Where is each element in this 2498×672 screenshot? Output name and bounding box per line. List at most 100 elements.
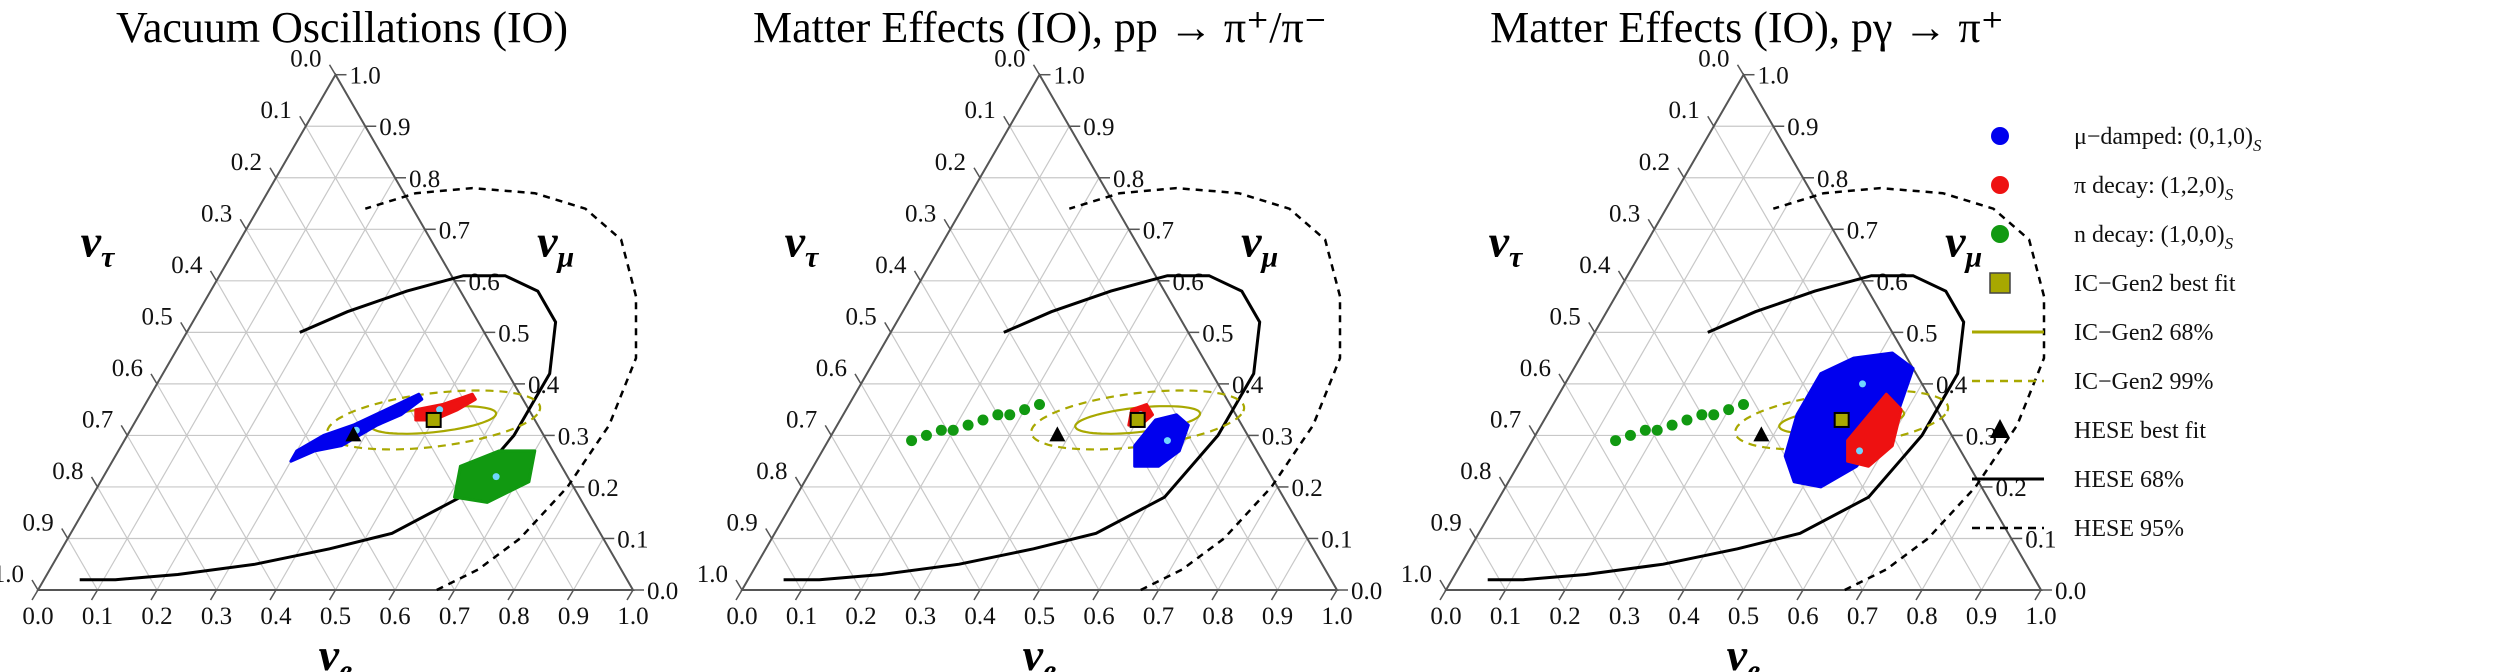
tick-label-tau: 0.1 bbox=[261, 97, 292, 124]
region-n-decay-point bbox=[1666, 419, 1678, 431]
grid-line-e bbox=[513, 486, 575, 591]
axis-label-e: νe bbox=[1727, 629, 1761, 672]
tick-mark-tau bbox=[884, 321, 892, 333]
legend-item-hese_best: HESE best fit bbox=[1990, 418, 2206, 444]
axis-label-mu-sub: μ bbox=[1964, 241, 1983, 274]
tick-mark-tau bbox=[328, 64, 337, 76]
tick-label-tau: 0.6 bbox=[816, 355, 847, 382]
tick-label-mu: 0.7 bbox=[439, 217, 470, 244]
panel-title: Matter Effects (IO), pp → π⁺/π⁻ bbox=[753, 3, 1327, 52]
grid-line-tau bbox=[1475, 538, 1507, 591]
legend-label: π decay: (1,2,0)S bbox=[2074, 173, 2234, 204]
legend-label: HESE best fit bbox=[2074, 418, 2206, 444]
tick-mark-tau bbox=[1707, 115, 1715, 127]
tick-mark-e bbox=[854, 589, 862, 601]
legend-label: IC−Gen2 best fit bbox=[2074, 271, 2236, 297]
tick-label-e: 0.4 bbox=[1668, 603, 1700, 630]
grid-line-tau bbox=[1534, 435, 1626, 591]
tick-label-tau: 0.4 bbox=[1579, 252, 1611, 279]
tick-label-tau: 0.9 bbox=[727, 509, 758, 536]
tick-mark-tau bbox=[209, 270, 218, 282]
tick-label-mu: 0.1 bbox=[2025, 526, 2056, 553]
tick-label-mu: 0.2 bbox=[588, 475, 619, 502]
grid-line-tau bbox=[96, 486, 158, 591]
tick-label-mu: 0.5 bbox=[1906, 320, 1937, 347]
tick-mark-e bbox=[1330, 589, 1338, 601]
tick-label-e: 0.9 bbox=[1262, 603, 1293, 630]
tick-mark-e bbox=[1677, 589, 1685, 601]
tick-mark-e bbox=[626, 589, 634, 601]
tick-label-tau: 0.3 bbox=[905, 200, 936, 227]
grid-line-e bbox=[1038, 332, 1189, 591]
grid-line-e bbox=[1217, 486, 1279, 591]
tick-mark-tau bbox=[31, 579, 39, 591]
grid-line-tau bbox=[1009, 125, 1279, 591]
tick-mark-e bbox=[507, 589, 515, 601]
tick-label-mu: 0.1 bbox=[617, 526, 648, 553]
legend-marker bbox=[1991, 127, 2009, 145]
tick-label-e: 0.1 bbox=[1490, 603, 1521, 630]
axis-label-tau-sub: τ bbox=[805, 241, 820, 274]
tick-mark-tau bbox=[854, 373, 862, 385]
region-n-decay-point bbox=[1738, 398, 1749, 410]
tick-mark-tau bbox=[150, 373, 158, 385]
tick-mark-e bbox=[794, 589, 803, 601]
ternary-panel-vacuum: Vacuum Oscillations (IO)0.00.00.00.10.10… bbox=[0, 3, 678, 672]
tick-label-mu: 0.2 bbox=[1292, 475, 1323, 502]
region-n-decay-point bbox=[1639, 424, 1651, 436]
icgen2-99-contour bbox=[1030, 389, 1246, 451]
region-n-decay-point bbox=[935, 424, 947, 436]
tick-label-tau: 0.7 bbox=[82, 406, 113, 433]
region-n-decay-center bbox=[492, 473, 500, 481]
tick-label-mu: 0.0 bbox=[647, 578, 678, 605]
tick-mark-tau bbox=[824, 425, 832, 436]
tick-label-e: 1.0 bbox=[617, 603, 648, 630]
tick-label-mu: 0.0 bbox=[2055, 578, 2086, 605]
legend-label: n decay: (1,0,0)S bbox=[2074, 222, 2234, 253]
grid-line-e bbox=[1276, 538, 1308, 591]
tick-label-mu: 1.0 bbox=[1054, 63, 1085, 90]
axis-label-tau: ντ bbox=[81, 216, 116, 274]
hese-best-fit-marker bbox=[345, 426, 362, 442]
tick-label-e: 0.9 bbox=[1966, 603, 1997, 630]
hese-68-contour bbox=[79, 274, 558, 582]
grid-line-tau bbox=[1594, 332, 1745, 591]
tick-label-mu: 0.7 bbox=[1847, 217, 1878, 244]
legend-item-icgen2_68: IC−Gen2 68% bbox=[1972, 320, 2214, 346]
tick-label-e: 0.8 bbox=[498, 603, 529, 630]
tick-label-e: 1.0 bbox=[1321, 603, 1352, 630]
region-n-decay-point bbox=[1681, 414, 1693, 426]
legend-item-pi_decay: π decay: (1,2,0)S bbox=[1991, 173, 2234, 204]
grid-line-tau bbox=[156, 383, 277, 591]
tick-mark-tau bbox=[1439, 579, 1447, 591]
legend-label: HESE 68% bbox=[2074, 467, 2184, 493]
legend-item-icgen2_99: IC−Gen2 99% bbox=[1972, 369, 2214, 395]
tick-label-mu: 0.9 bbox=[1083, 114, 1114, 141]
tick-mark-tau bbox=[120, 425, 128, 436]
tick-mark-e bbox=[2034, 589, 2042, 601]
region-n-decay-point bbox=[1004, 409, 1016, 421]
region-n-decay-point bbox=[947, 424, 959, 436]
grid-line-tau bbox=[67, 538, 99, 591]
region-n-decay-point bbox=[1651, 424, 1663, 436]
tick-mark-tau bbox=[1617, 270, 1626, 282]
tick-label-e: 0.6 bbox=[379, 603, 410, 630]
tick-label-tau: 0.5 bbox=[142, 303, 173, 330]
tick-label-mu: 0.1 bbox=[1321, 526, 1352, 553]
axis-label-tau-sub: τ bbox=[101, 241, 116, 274]
tick-label-e: 0.5 bbox=[320, 603, 351, 630]
tick-label-mu: 0.6 bbox=[1877, 269, 1908, 296]
axis-label-mu-sub: μ bbox=[556, 241, 575, 274]
region--damped-center bbox=[1163, 437, 1171, 445]
tick-mark-e bbox=[388, 589, 396, 601]
tick-mark-tau bbox=[299, 115, 307, 127]
tick-mark-e bbox=[1796, 589, 1804, 601]
axis-label-e: νe bbox=[1023, 629, 1057, 672]
tick-label-tau: 1.0 bbox=[1401, 561, 1432, 588]
tick-mark-tau bbox=[269, 167, 277, 179]
tick-label-e: 0.7 bbox=[1143, 603, 1174, 630]
region-n-decay-point bbox=[1708, 409, 1720, 421]
tick-mark-e bbox=[1736, 589, 1745, 601]
tick-mark-e bbox=[566, 589, 575, 601]
